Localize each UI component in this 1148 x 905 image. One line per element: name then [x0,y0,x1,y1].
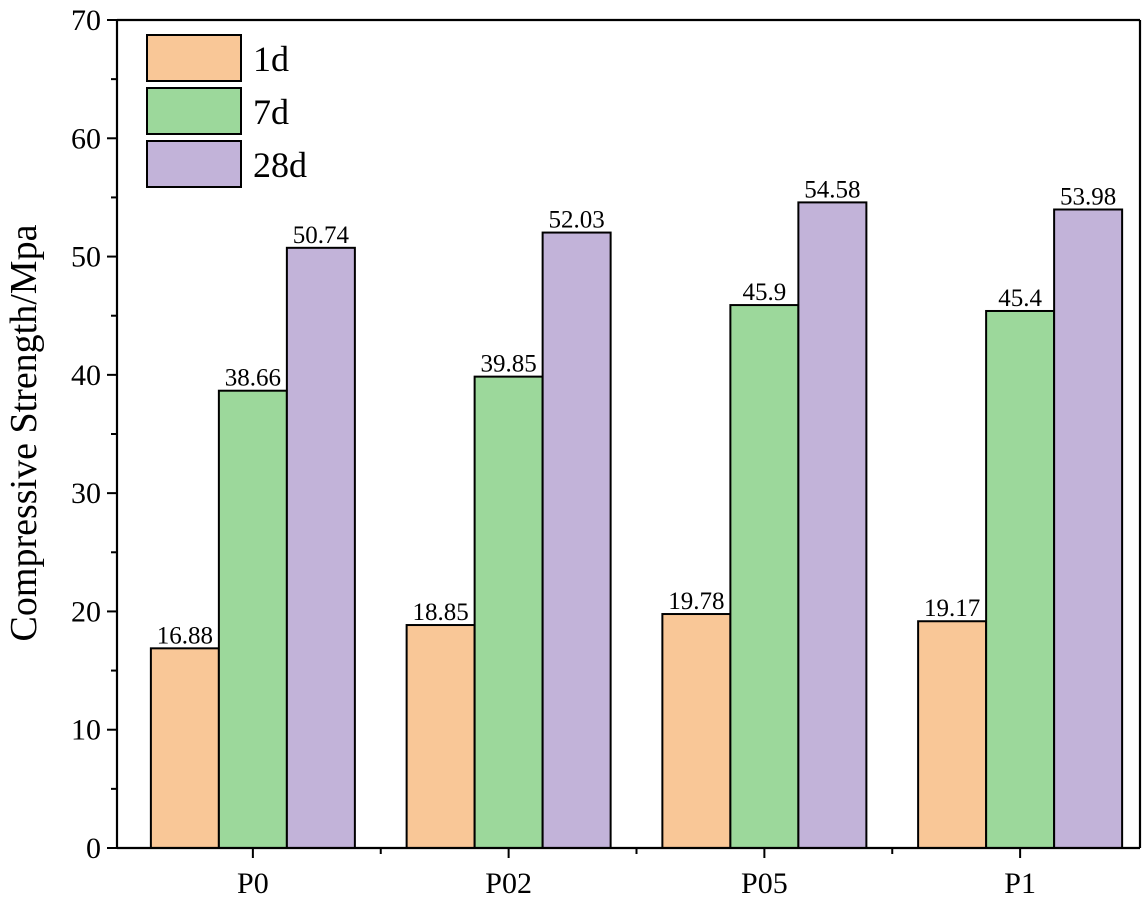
y-tick-label-0: 0 [86,832,101,865]
y-tick-label-30: 30 [71,477,101,510]
legend: 1d 7d 28d [146,34,307,188]
x-tick-label-p1: P1 [1004,867,1036,900]
data-label-p0-7d: 38.66 [225,365,281,392]
data-label-p05-28d: 54.58 [804,176,860,203]
bar-p0-1d [149,647,220,850]
legend-swatch-7d [146,87,242,135]
y-tick-label-40: 40 [71,359,101,392]
y-tick-label-70: 70 [71,4,101,37]
bar-p0-28d [285,246,356,849]
data-label-p0-28d: 50.74 [293,222,350,249]
bar-p02-1d [405,624,476,849]
bar-p05-28d [797,201,868,850]
data-label-p05-1d: 19.78 [668,588,724,615]
bar-p02-7d [473,375,544,849]
data-label-p02-1d: 18.85 [413,599,469,626]
y-tick-label-60: 60 [71,122,101,155]
data-label-p1-28d: 53.98 [1060,183,1116,210]
legend-label-28d: 28d [253,145,307,185]
y-axis-label: Compressive Strength/Mpa [3,224,45,641]
x-tick-label-p05: P05 [741,867,788,900]
bar-p1-28d [1053,208,1124,849]
legend-label-1d: 1d [253,39,289,79]
bars-layer [149,201,1124,850]
x-tick-label-p0: P0 [237,867,269,900]
bar-p1-7d [985,309,1056,849]
y-tick-label-10: 10 [71,714,101,747]
data-label-p02-7d: 39.85 [481,351,537,378]
data-label-p02-28d: 52.03 [549,207,605,234]
bar-p0-7d [217,389,288,849]
bar-p1-1d [917,620,988,849]
y-tick-label-50: 50 [71,241,101,274]
data-label-p1-1d: 19.17 [924,595,980,622]
legend-label-7d: 7d [253,92,289,132]
data-labels-layer: 16.88 18.85 19.78 19.17 38.66 39.85 45.9 45.4 50… [157,176,1117,649]
data-label-p1-7d: 45.4 [998,285,1042,312]
x-tick-label-p02: P02 [485,867,532,900]
axes-layer: 0 10 20 30 40 50 60 70 P0 P02 P05 P1 [71,4,1142,900]
legend-swatch-28d [146,140,242,188]
bar-p05-1d [661,613,732,850]
bar-p02-28d [541,231,612,849]
legend-swatch-1d [146,34,242,82]
data-label-p0-1d: 16.88 [157,622,213,649]
bar-p05-7d [729,304,800,850]
y-tick-label-20: 20 [71,595,101,628]
data-label-p05-7d: 45.9 [743,279,787,306]
